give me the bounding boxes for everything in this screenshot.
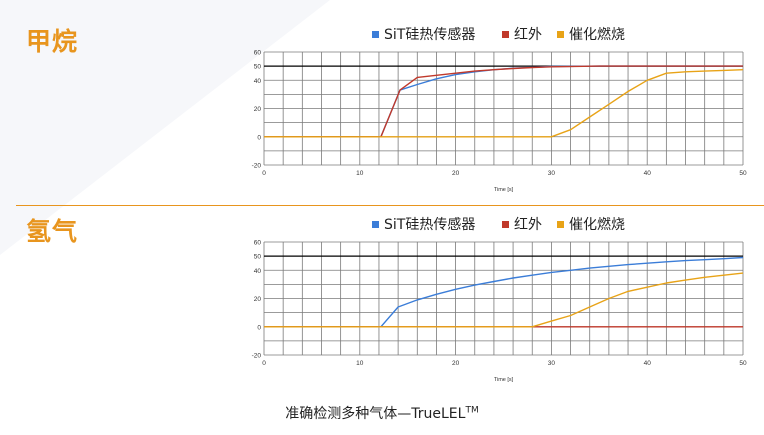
legend-label: 催化燃烧 [569, 216, 625, 233]
legend-swatch [372, 221, 379, 228]
y-tick-label: 0 [257, 324, 261, 331]
x-tick-label: 0 [262, 170, 266, 177]
y-tick-label: 50 [254, 254, 262, 261]
legend: SiT硅热传感器 红外 催化燃烧 [372, 216, 625, 233]
y-tick-label: 20 [254, 106, 262, 113]
series-line-2 [264, 69, 744, 138]
x-tick-label: 10 [356, 360, 364, 367]
x-tick-label: 40 [644, 170, 652, 177]
x-tick-label: 20 [452, 170, 460, 177]
x-tick-label: 20 [452, 360, 460, 367]
y-tick-label: 40 [254, 268, 262, 275]
series-line-1 [264, 65, 743, 138]
legend: SiT硅热传感器 红外 催化燃烧 [372, 26, 625, 43]
series-line-0 [264, 65, 743, 138]
x-tick-label: 0 [262, 360, 266, 367]
legend-label: 红外 [514, 27, 542, 43]
section-title-hydrogen: 氢气 [26, 217, 79, 246]
series-line-2 [264, 272, 744, 328]
y-tick-label: 60 [254, 50, 262, 57]
legend-swatch [557, 31, 564, 38]
legend-label: SiT硅热传感器 [384, 26, 475, 43]
section-title-methane: 甲烷 [26, 27, 79, 56]
legend-swatch [502, 221, 509, 228]
y-tick-label: 20 [254, 296, 262, 303]
legend-label: 催化燃烧 [569, 26, 625, 43]
footer-text: 准确检测多种气体—TrueLEL [285, 406, 466, 422]
y-tick-label: 40 [254, 78, 262, 85]
y-tick-label: 50 [254, 64, 262, 71]
x-tick-label: 10 [356, 170, 364, 177]
legend-swatch [557, 221, 564, 228]
y-tick-label: -20 [252, 163, 262, 170]
y-tick-label: -20 [252, 353, 262, 360]
footer-caption: 准确检测多种气体—TrueLELTM [0, 403, 764, 423]
x-axis-label: Time [s] [494, 187, 514, 193]
x-tick-label: 30 [548, 170, 556, 177]
legend-label: 红外 [514, 217, 542, 233]
x-tick-label: 40 [644, 360, 652, 367]
x-tick-label: 50 [739, 360, 747, 367]
x-tick-label: 50 [739, 170, 747, 177]
legend-swatch [502, 31, 509, 38]
x-axis-label: Time [s] [494, 377, 514, 383]
section-divider [16, 205, 764, 206]
legend-swatch [372, 31, 379, 38]
footer-trademark: TM [465, 405, 479, 416]
x-tick-label: 30 [548, 360, 556, 367]
y-tick-label: 0 [257, 134, 261, 141]
y-tick-label: 60 [254, 240, 262, 247]
series-line-0 [264, 256, 744, 328]
legend-label: SiT硅热传感器 [384, 216, 475, 233]
